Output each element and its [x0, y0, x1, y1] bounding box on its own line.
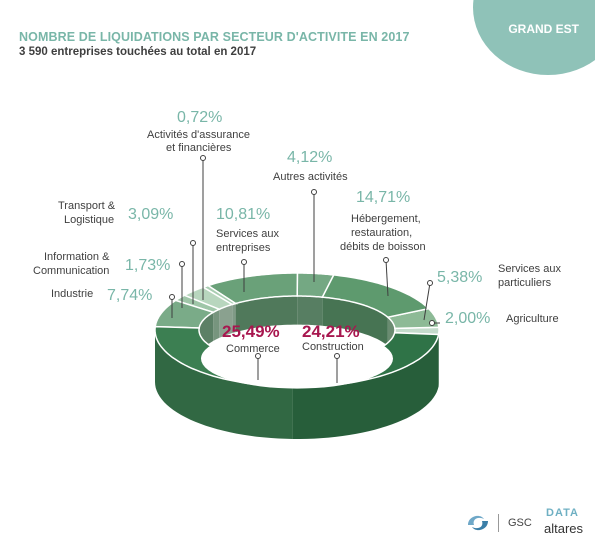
gsc-logo-text: GSC: [508, 517, 532, 529]
slice-category-label: Communication: [33, 265, 109, 277]
footer-logos: GSC DATA altares: [460, 505, 595, 545]
slice-category-label: Industrie: [51, 288, 93, 300]
slice-category-label: restauration,: [351, 227, 412, 239]
slice-category-label: Logistique: [64, 214, 114, 226]
donut-slice-inner-wall: [213, 309, 220, 341]
logo-divider: [498, 514, 499, 532]
slice-category-label: Activités d'assurance: [147, 129, 250, 141]
chart-title: NOMBRE DE LIQUIDATIONS PAR SECTEUR D'ACT…: [19, 30, 410, 44]
slice-value-label: 4,12%: [287, 149, 332, 166]
donut-slice-side: [155, 330, 293, 439]
slice-category-label: Commerce: [226, 343, 280, 355]
donut-slice-inner-wall: [297, 296, 323, 326]
leader-dot: [311, 189, 317, 195]
donut-slice-inner-wall: [219, 304, 233, 338]
leader-dot: [190, 240, 196, 246]
leader-dot: [200, 155, 206, 161]
slice-category-label: entreprises: [216, 242, 271, 254]
slice-value-label: 5,38%: [437, 269, 482, 286]
slice-category-label: Transport &: [58, 200, 116, 212]
leader-dot: [383, 257, 389, 263]
altares-logo: altares: [544, 521, 584, 536]
slice-category-label: Information &: [44, 251, 110, 263]
slice-category-label: Construction: [302, 341, 364, 353]
gsc-logo-icon: [468, 515, 488, 531]
slice-category-label: et financières: [166, 142, 232, 154]
slice-category-label: débits de boisson: [340, 241, 426, 253]
donut-slice-inner-wall: [232, 303, 236, 334]
slice-category-label: particuliers: [498, 277, 552, 289]
slice-value-label: 1,73%: [125, 257, 170, 274]
leader-dot: [169, 294, 175, 300]
slice-category-label: Autres activités: [273, 171, 348, 183]
data-logo: DATA: [546, 507, 579, 519]
donut-slice-side: [292, 334, 439, 439]
leader-dot: [334, 353, 340, 359]
slice-value-label: 25,49%: [222, 322, 280, 341]
leader-dot: [255, 353, 261, 359]
leader-line: [423, 282, 431, 321]
slice-category-label: Services aux: [216, 228, 279, 240]
slice-value-label: 24,21%: [302, 322, 360, 341]
slice-value-label: 10,81%: [216, 206, 270, 223]
leader-dot: [427, 280, 433, 286]
donut-slice-inner-wall: [235, 296, 298, 333]
slice-value-label: 3,09%: [128, 206, 173, 223]
region-label: GRAND EST: [508, 22, 579, 36]
donut-slice-inner-wall: [322, 297, 388, 346]
slice-category-label: Agriculture: [506, 313, 559, 325]
leader-dot: [241, 259, 247, 265]
chart-subtitle: 3 590 entreprises touchées au total en 2…: [19, 46, 257, 58]
donut-hole: [201, 328, 393, 389]
slice-value-label: 0,72%: [177, 109, 222, 126]
slice-value-label: 14,71%: [356, 189, 410, 206]
leader-dot: [179, 261, 185, 267]
slice-value-label: 7,74%: [107, 287, 152, 304]
leader-line: [385, 259, 389, 297]
slice-value-label: 2,00%: [445, 310, 490, 327]
leader-dot: [429, 320, 435, 326]
slice-category-label: Services aux: [498, 263, 561, 275]
slice-category-label: Hébergement,: [351, 213, 421, 225]
